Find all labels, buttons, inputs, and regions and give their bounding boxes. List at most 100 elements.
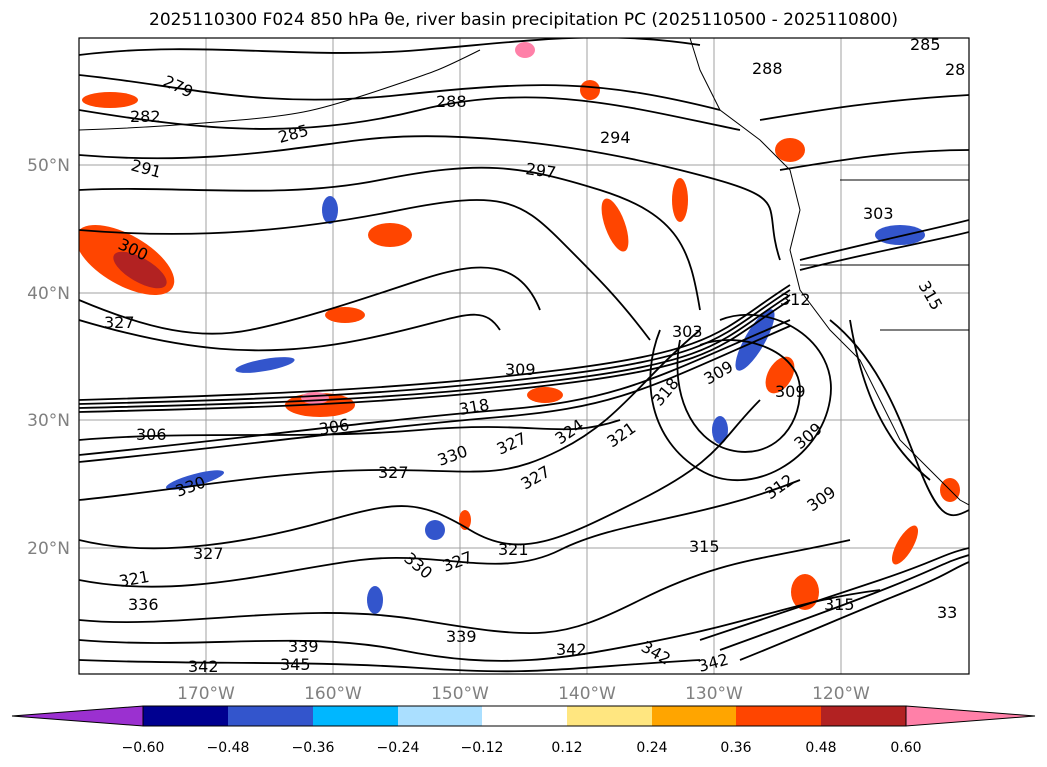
lat-label: 20°N (27, 539, 70, 559)
contour-label: 303 (863, 204, 894, 223)
colorbar-bin (482, 706, 567, 726)
contour-line (79, 199, 651, 341)
contour-label: 306 (136, 425, 167, 444)
contour-label: 285 (910, 35, 941, 54)
shade-blob (892, 525, 918, 565)
coastlines (79, 38, 969, 506)
shade-blob (113, 251, 167, 289)
contour-label: 342 (188, 657, 219, 676)
lat-label: 30°N (27, 411, 70, 431)
lon-label: 170°W (177, 684, 235, 704)
lat-label: 50°N (27, 156, 70, 176)
contour-label: 294 (600, 128, 631, 147)
contour-label: 309 (505, 360, 536, 379)
contour-line (739, 561, 969, 661)
contour-line (79, 589, 881, 662)
shade-blob (601, 198, 629, 252)
contour-label: 309 (775, 382, 806, 401)
shade-blob (235, 357, 295, 373)
shade-blob (765, 356, 795, 394)
shade-blob (527, 387, 563, 403)
colorbar-bin (398, 706, 482, 726)
contour-label: 315 (824, 595, 855, 614)
shade-blob (367, 586, 383, 614)
contour-label: 342 (556, 640, 587, 659)
lat-label: 40°N (27, 284, 70, 304)
colorbar-tick: −0.48 (207, 740, 250, 756)
shade-blob (301, 392, 329, 404)
contour-line (79, 479, 801, 588)
contour-line (79, 659, 701, 673)
lon-label: 130°W (685, 684, 743, 704)
contour-line (79, 135, 781, 261)
colorbar-tick: 0.12 (551, 740, 582, 756)
colorbar-tick: 0.24 (636, 740, 667, 756)
coastline (689, 38, 969, 506)
contour-line (79, 329, 701, 501)
colorbar-tick: 0.36 (720, 740, 751, 756)
contour-line (79, 399, 761, 550)
contour-line (779, 149, 969, 171)
colorbar-extend-max (905, 705, 1036, 727)
colorbar-bin (821, 706, 906, 726)
colorbar-tick: 0.60 (890, 740, 921, 756)
contour-label: 315 (689, 537, 720, 556)
contour-label: 327 (193, 544, 224, 563)
contour-line (79, 313, 501, 352)
contour-line (849, 319, 931, 481)
contour-label: 336 (128, 595, 159, 614)
colorbar-bin (143, 706, 228, 726)
shade-blob (515, 42, 535, 58)
contour-label: 321 (498, 540, 529, 559)
colorbar-bin (228, 706, 313, 726)
contour-line (79, 539, 851, 634)
lon-label: 150°W (431, 684, 489, 704)
map-background (79, 38, 969, 674)
contour-label: 28 (945, 60, 965, 79)
colorbar-tick: −0.36 (292, 740, 335, 756)
colorbar-bin (652, 706, 736, 726)
lon-label: 160°W (304, 684, 362, 704)
map-title: 2025110300 F024 850 hPa θe, river basin … (149, 10, 898, 30)
colorbar-extend-min (11, 705, 144, 727)
shade-blob (735, 309, 775, 371)
precip-shading (79, 42, 960, 614)
contour-label: 327 (104, 313, 135, 332)
shade-blob (712, 416, 728, 444)
colorbar-tick: −0.60 (122, 740, 165, 756)
contour-line (676, 339, 801, 453)
coastline (79, 49, 481, 131)
shade-blob (322, 196, 338, 224)
contour-label: 288 (436, 92, 467, 111)
contour-line (79, 294, 791, 409)
shade-blob (165, 470, 225, 490)
contour-line (79, 284, 791, 401)
contour-label: 288 (752, 59, 783, 78)
colorbar: −0.60 −0.48 −0.36 −0.24 −0.12 0.12 0.24 … (11, 705, 1036, 756)
contour-label: 312 (780, 290, 811, 309)
contour-line (79, 96, 741, 131)
map-frame (78, 37, 970, 675)
colorbar-bin (736, 706, 821, 726)
lon-label: 140°W (558, 684, 616, 704)
contour-label: 327 (378, 463, 409, 482)
graticule (79, 38, 969, 674)
contour-label: 33 (937, 603, 957, 622)
shade-blob (580, 80, 600, 100)
shade-blob (325, 307, 365, 323)
contour-line (79, 166, 701, 311)
shade-blob (775, 138, 805, 162)
colorbar-tick: −0.12 (461, 740, 504, 756)
contour-label: 282 (130, 107, 161, 126)
contour-line (79, 38, 701, 56)
contour-line (829, 319, 969, 517)
shade-blob (368, 223, 412, 247)
shade-blob (791, 574, 819, 610)
shade-blob (82, 92, 138, 108)
contour-line (79, 74, 721, 111)
contour-label: 345 (280, 655, 311, 674)
contour-line (799, 219, 969, 261)
colorbar-outline (142, 705, 907, 727)
colorbar-bin (313, 706, 398, 726)
lon-label: 120°W (812, 684, 870, 704)
